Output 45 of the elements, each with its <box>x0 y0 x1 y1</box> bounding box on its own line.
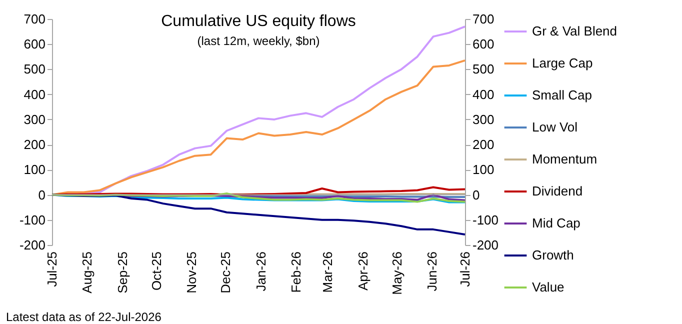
y-tick-label: 100 <box>24 162 46 178</box>
x-tick-label: Jun-26 <box>424 252 440 292</box>
x-tick-label: Feb-26 <box>288 252 304 293</box>
text: (last 12m, weekly, $bn) <box>197 34 320 48</box>
y2-tick-label: 200 <box>472 137 494 152</box>
y2-tick-label: 300 <box>472 112 494 127</box>
y-tick-label: -200 <box>19 238 46 252</box>
x-tick-label: Oct-25 <box>148 252 164 291</box>
legend-label: Momentum <box>532 152 598 166</box>
legend-label: Mid Cap <box>532 216 580 230</box>
legend-label: Dividend <box>532 184 583 198</box>
x-tick-label: Jul-25 <box>44 252 60 287</box>
chart-title: Cumulative US equity flows <box>161 13 356 30</box>
legend-label: Large Cap <box>532 56 593 70</box>
y-tick-label: 200 <box>24 137 46 152</box>
x-tick-label: Aug-25 <box>80 252 95 294</box>
y-tick-label: 0 <box>38 187 46 202</box>
x-tick-label: Apr-26 <box>355 252 370 291</box>
legend-label: Gr & Val Blend <box>532 24 618 38</box>
y2-tick-label: 100 <box>472 162 494 178</box>
x-tick-label: Nov-25 <box>184 252 200 294</box>
y-tick-label: 600 <box>24 36 46 52</box>
y2-tick-label: 400 <box>472 86 494 102</box>
y2-tick-label: 700 <box>472 12 494 26</box>
y2-tick-label: -200 <box>472 238 499 252</box>
y2-tick-label: 500 <box>472 62 494 77</box>
y-tick-label: -100 <box>19 212 46 228</box>
y-tick-label: 400 <box>24 86 46 102</box>
text: Latest data as of 22-Jul-2026 <box>6 310 162 324</box>
x-tick-label: Jan-26 <box>253 252 268 292</box>
legend-label: Small Cap <box>532 88 592 102</box>
legend-label: Low Vol <box>532 120 578 134</box>
x-tick-label: Mar-26 <box>320 252 336 293</box>
y2-tick-label: -100 <box>472 212 499 228</box>
x-tick-label: Jul-26 <box>458 252 472 287</box>
x-tick-label: Sep-25 <box>114 252 130 294</box>
y-tick-label: 300 <box>24 112 46 127</box>
y-tick-label: 500 <box>24 62 46 77</box>
y-tick-label: 700 <box>24 12 46 26</box>
x-tick-label: Dec-25 <box>218 252 234 294</box>
legend-label: Value <box>532 280 564 294</box>
x-tick-label: May-26 <box>389 252 404 295</box>
y2-tick-label: 0 <box>472 187 480 202</box>
legend-label: Growth <box>532 248 574 262</box>
y2-tick-label: 600 <box>472 36 494 52</box>
